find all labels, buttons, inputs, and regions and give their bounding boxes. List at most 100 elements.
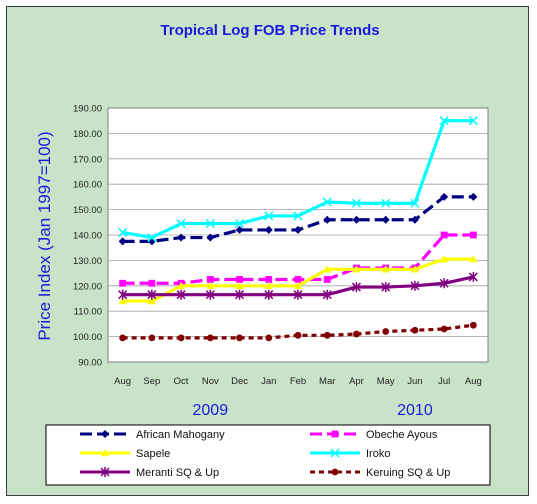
data-point (294, 281, 302, 289)
data-point (293, 289, 303, 300)
series-african-mahogany (118, 192, 478, 246)
data-point (177, 334, 185, 342)
data-point (235, 281, 244, 289)
legend-label: Sapele (136, 448, 170, 460)
data-point (294, 225, 302, 234)
chart-title: Tropical Log FOB Price Trends (160, 22, 379, 39)
legend-label: Iroko (366, 448, 390, 460)
legend-label: African Mahogany (136, 429, 225, 441)
x-tick-label: Mar (319, 376, 335, 387)
data-point (468, 116, 478, 126)
data-point (351, 282, 361, 293)
series-layer (118, 116, 478, 342)
year-layer: 2009 2010 (193, 402, 433, 419)
x-tick-label: Aug (465, 376, 482, 387)
data-point (177, 233, 186, 242)
data-point (147, 289, 157, 300)
y-tick-label: 180.00 (73, 129, 102, 140)
series-meranti-sq-up (118, 271, 478, 300)
data-point (118, 297, 127, 305)
x-tick-label: May (377, 376, 395, 387)
legend-item: Sapele (80, 448, 170, 460)
data-point (323, 215, 332, 224)
data-point (410, 280, 420, 291)
legend: African Mahogany Obeche Ayous Sapele Iroko M… (80, 429, 450, 479)
data-point (352, 265, 361, 273)
data-point (411, 326, 419, 334)
data-point (100, 467, 110, 477)
x-tick-label: Apr (349, 376, 364, 387)
series-sapele (118, 255, 478, 305)
data-point (206, 281, 215, 289)
data-point (323, 265, 332, 273)
legend-label: Meranti SQ & Up (136, 467, 219, 479)
data-point (468, 271, 478, 282)
data-point (330, 448, 340, 458)
x-tick-label: Jan (261, 376, 276, 387)
data-point (235, 289, 245, 300)
data-point (331, 430, 339, 438)
data-point (469, 231, 477, 239)
tick-layer: 90.00 100.00 110.00 120.00 130.00 140.00 150.0… (73, 104, 482, 388)
data-point (440, 192, 449, 201)
data-point (119, 334, 127, 342)
data-point (176, 289, 186, 300)
data-point (381, 265, 390, 273)
data-point (381, 198, 391, 208)
y-tick-label: 110.00 (74, 307, 102, 318)
series-iroko (118, 116, 478, 243)
data-point (322, 289, 332, 300)
x-tick-label: Nov (202, 376, 219, 387)
data-point (265, 276, 273, 283)
data-point (410, 198, 420, 208)
legend-item: Iroko (310, 448, 390, 460)
y-tick-label: 160.00 (73, 180, 102, 191)
data-point (469, 192, 478, 201)
data-point (331, 468, 339, 476)
data-point (440, 231, 448, 239)
x-tick-label: Jun (407, 376, 422, 387)
data-point (206, 233, 215, 242)
y-tick-label: 190.00 (73, 104, 102, 115)
legend-label: Obeche Ayous (366, 429, 438, 441)
y-axis-label: Price Index (Jan 1997=100) (35, 131, 54, 340)
data-point (205, 219, 215, 229)
data-point (381, 215, 390, 224)
data-point (118, 227, 128, 237)
y-tick-label: 140.00 (73, 231, 102, 242)
year-label: 2009 (193, 402, 229, 419)
y-tick-label: 170.00 (73, 154, 102, 165)
data-point (101, 449, 109, 457)
data-point (294, 276, 302, 283)
data-point (119, 279, 127, 287)
data-point (382, 328, 390, 335)
data-point (410, 265, 419, 273)
data-point (205, 289, 215, 300)
data-point (439, 116, 449, 126)
data-point (439, 278, 449, 289)
y-tick-label: 100.00 (73, 332, 102, 343)
x-tick-label: Feb (290, 376, 306, 387)
data-point (440, 325, 448, 333)
data-point (352, 215, 361, 224)
series-keruing-sq-up (119, 321, 477, 342)
y-tick-label: 150.00 (73, 205, 102, 216)
data-point (147, 297, 156, 305)
data-point (381, 282, 391, 293)
data-point (294, 331, 302, 339)
x-tick-label: Dec (231, 376, 248, 387)
data-point (469, 255, 478, 263)
data-point (101, 430, 109, 438)
legend-item: Meranti SQ & Up (80, 467, 219, 479)
data-point (236, 334, 243, 342)
data-point (148, 279, 156, 287)
data-point (264, 281, 273, 289)
data-point (351, 198, 361, 208)
data-point (236, 276, 243, 283)
x-tick-label: Jul (438, 376, 450, 387)
legend-item: Obeche Ayous (310, 429, 438, 441)
legend-item: African Mahogany (80, 429, 225, 441)
data-point (264, 225, 273, 234)
data-point (176, 219, 186, 229)
data-point (148, 334, 156, 342)
